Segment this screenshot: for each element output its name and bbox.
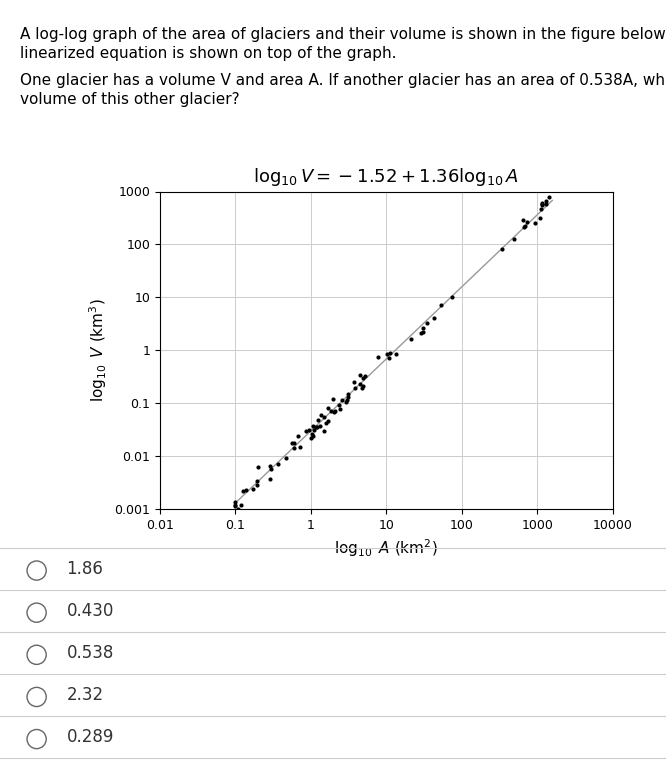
Point (264, 460, 275, 472)
Point (318, 411, 329, 424)
Point (312, 414, 323, 427)
Point (342, 394, 352, 406)
Point (518, 214, 529, 226)
Point (281, 451, 292, 463)
Point (447, 291, 458, 303)
Point (307, 427, 318, 440)
Point (496, 243, 507, 255)
Y-axis label: $\log_{10}$ $V$ (km$^3$): $\log_{10}$ $V$ (km$^3$) (87, 299, 109, 402)
Point (235, 499, 246, 512)
Point (289, 437, 300, 449)
Point (406, 332, 416, 345)
Point (356, 381, 367, 394)
Point (521, 215, 532, 228)
Point (328, 406, 339, 418)
Point (336, 394, 347, 406)
Point (536, 197, 547, 209)
Point (519, 221, 529, 233)
Point (266, 463, 276, 475)
Point (544, 191, 555, 203)
Point (233, 503, 244, 516)
Point (535, 212, 545, 224)
Point (252, 480, 262, 492)
Point (330, 404, 340, 417)
Point (238, 484, 248, 496)
Point (422, 317, 432, 329)
Point (342, 388, 353, 401)
Point (230, 499, 240, 512)
Text: linearized equation is shown on top of the graph.: linearized equation is shown on top of t… (20, 46, 396, 61)
Point (530, 217, 541, 229)
Point (334, 399, 344, 411)
Point (265, 473, 276, 485)
Point (541, 195, 551, 207)
Point (295, 440, 306, 453)
Point (354, 369, 365, 381)
Text: volume of this other glacier?: volume of this other glacier? (20, 92, 240, 107)
Point (306, 431, 317, 444)
Point (308, 430, 318, 442)
Point (241, 484, 252, 496)
Point (248, 483, 258, 495)
Point (286, 437, 297, 450)
X-axis label: $\log_{10}$ $A$ (km$^2$): $\log_{10}$ $A$ (km$^2$) (334, 538, 438, 559)
Point (540, 198, 551, 210)
Point (311, 421, 322, 433)
Point (348, 376, 359, 388)
Point (416, 326, 426, 339)
Point (304, 424, 314, 437)
Point (272, 458, 283, 470)
Point (384, 352, 394, 364)
Point (312, 421, 322, 433)
Point (326, 405, 336, 417)
Point (391, 348, 402, 360)
Point (358, 380, 369, 392)
Text: A log-log graph of the area of glaciers and their volume is shown in the figure : A log-log graph of the area of glaciers … (20, 27, 666, 42)
Point (334, 403, 345, 415)
Point (230, 499, 240, 512)
Point (342, 391, 353, 404)
Point (319, 424, 330, 437)
Point (328, 393, 339, 405)
Point (350, 381, 360, 394)
Point (251, 474, 262, 486)
Text: 2.32: 2.32 (67, 686, 104, 704)
Point (300, 424, 311, 437)
Point (382, 348, 392, 360)
Point (358, 372, 368, 384)
Point (385, 346, 396, 358)
Point (436, 299, 446, 311)
Point (509, 234, 519, 246)
Point (535, 202, 546, 214)
Point (308, 421, 318, 433)
Point (418, 322, 428, 334)
Title: $\log_{10} V = -1.52 + 1.36\log_{10} A$: $\log_{10} V = -1.52 + 1.36\log_{10} A$ (253, 165, 519, 188)
Point (355, 378, 366, 390)
Point (314, 420, 325, 432)
Text: 1.86: 1.86 (67, 560, 103, 578)
Point (429, 312, 440, 324)
Text: 0.430: 0.430 (67, 602, 114, 620)
Point (519, 220, 530, 232)
Point (418, 326, 428, 338)
Text: 0.289: 0.289 (67, 728, 114, 746)
Point (323, 415, 334, 427)
Point (293, 430, 304, 442)
Point (323, 402, 334, 414)
Text: 0.538: 0.538 (67, 644, 114, 662)
Point (315, 409, 326, 421)
Point (321, 417, 332, 429)
Point (537, 199, 547, 211)
Point (536, 198, 547, 210)
Point (252, 461, 263, 473)
Point (288, 442, 299, 454)
Point (308, 424, 319, 436)
Point (340, 396, 351, 408)
Text: One glacier has a volume V and area A. If another glacier has an area of 0.538A,: One glacier has a volume V and area A. I… (20, 73, 666, 88)
Point (360, 370, 370, 382)
Point (230, 496, 240, 508)
Point (372, 351, 383, 363)
